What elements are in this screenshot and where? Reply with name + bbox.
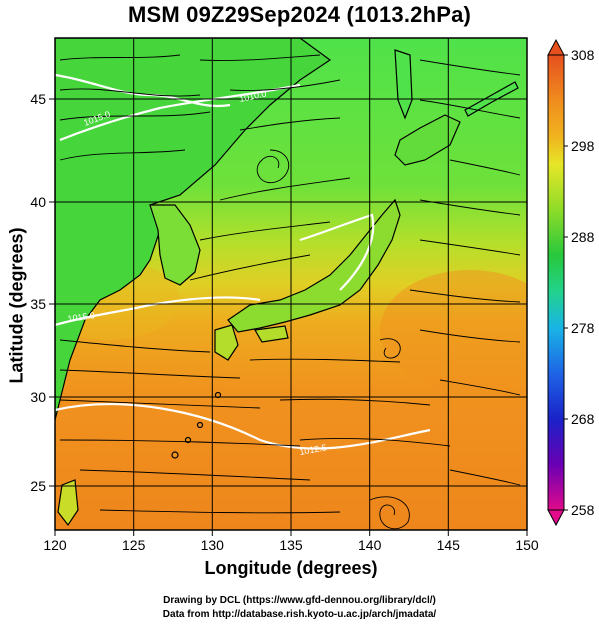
y-tick-label: 45	[30, 91, 46, 107]
y-tick-label: 35	[30, 296, 46, 312]
colorbar-tick: 268	[571, 411, 595, 427]
y-tick-labels: 25 30 35 40 45	[30, 91, 46, 494]
colorbar-tick: 278	[571, 320, 595, 336]
colorbar-tick: 258	[571, 502, 595, 518]
x-tick-label: 130	[201, 537, 225, 553]
colorbar-tick: 288	[571, 229, 595, 245]
x-tick-label: 120	[43, 537, 67, 553]
isobars	[55, 73, 431, 450]
isobar-label: 1012.5	[299, 442, 328, 457]
y-axis-label: Latitude (degrees)	[6, 227, 27, 384]
coastlines	[55, 38, 519, 527]
colorbar-top-arrow	[547, 38, 565, 56]
isobar-label: 1015.0	[67, 310, 96, 324]
x-tick-label: 150	[515, 537, 539, 553]
x-tick-label: 145	[437, 537, 461, 553]
credits-line-2: Data from http://database.rish.kyoto-u.a…	[162, 609, 437, 620]
y-tick-label: 40	[30, 194, 46, 210]
x-tick-labels: 120 125 130 135 140 145 150	[43, 537, 539, 553]
colorbar-tick: 298	[571, 138, 595, 154]
x-tick-label: 125	[122, 537, 146, 553]
lat-lon-grid	[55, 38, 527, 530]
x-tick-label: 135	[279, 537, 303, 553]
y-tick-label: 30	[30, 389, 46, 405]
colorbar-tick: 308	[571, 47, 595, 63]
map-title: MSM 09Z29Sep2024 (1013.2hPa)	[127, 2, 472, 27]
wind-streamlines	[59, 54, 521, 530]
x-tick-label: 140	[358, 537, 382, 553]
y-tick-label: 25	[30, 478, 46, 494]
colorbar-bottom-arrow	[547, 509, 565, 527]
colorbar: 308 298 288 278 268 258	[547, 38, 595, 527]
credits-line-1: Drawing by DCL (https://www.gfd-dennou.o…	[163, 595, 436, 606]
x-axis-label: Longitude (degrees)	[204, 558, 378, 578]
